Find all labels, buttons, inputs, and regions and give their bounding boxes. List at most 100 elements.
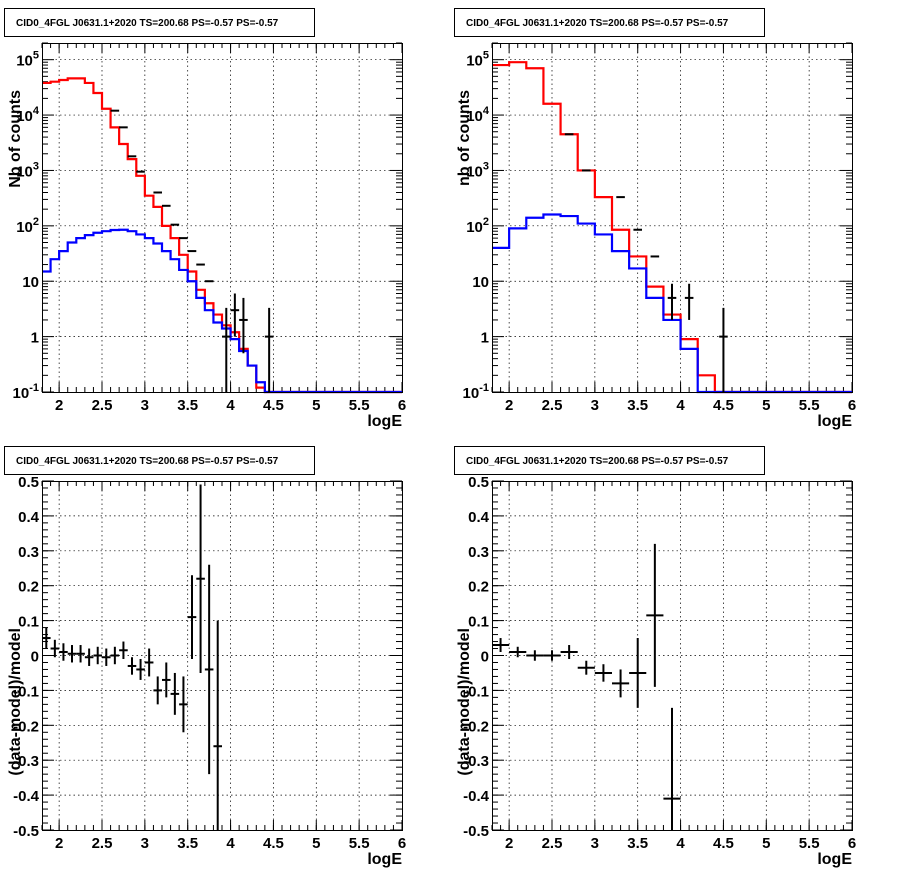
data-point (509, 646, 527, 658)
chart-title-frame (4, 446, 315, 475)
x-tick-label: 5.5 (799, 397, 820, 414)
series-3 (110, 109, 274, 392)
y-tick-label: -0.5 (13, 823, 39, 840)
chart-title-frame (4, 8, 315, 37)
y-tick-label: 104 (16, 105, 40, 125)
y-tick-label: 1 (481, 330, 489, 347)
x-tick-label: 6 (848, 835, 856, 852)
chart-title-frame (454, 446, 765, 475)
data-point (119, 641, 128, 659)
data-point (629, 638, 647, 708)
x-tick-label: 3 (141, 397, 149, 414)
y-tick-label: 0.3 (18, 544, 39, 561)
data-point (663, 707, 681, 830)
chart-title-box: CID0_4FGL J0631.1+2020 TS=200.68 PS=-0.5… (454, 8, 765, 37)
plot-frame (492, 481, 853, 831)
x-tick-label: 2.5 (542, 835, 563, 852)
chart-title-box: CID0_4FGL J0631.1+2020 TS=200.68 PS=-0.5… (454, 446, 765, 475)
y-tick-label: 0.4 (468, 509, 490, 526)
y-tick-label: 0.1 (468, 614, 489, 631)
x-axis-title: logE (817, 851, 852, 868)
data-point (204, 564, 214, 775)
x-tick-label: 2 (55, 835, 63, 852)
x-tick-label: 3.5 (627, 835, 648, 852)
y-tick-label: 103 (466, 160, 489, 180)
data-point (76, 645, 85, 663)
x-tick-label: 2 (505, 397, 513, 414)
x-tick-label: 2.5 (92, 397, 113, 414)
y-tick-label: 102 (466, 216, 489, 236)
y-tick-label: 10-1 (13, 382, 39, 402)
x-tick-label: 5.5 (799, 835, 820, 852)
y-axis-title: Nb of counts (7, 90, 24, 188)
series-1 (42, 484, 222, 830)
data-point (213, 620, 222, 830)
chart-title: CID0_4FGL J0631.1+2020 TS=200.68 PS=-0.5… (16, 456, 279, 467)
y-tick-label: 0.3 (468, 544, 489, 561)
chart-panel-3: CID0_4FGL J0631.1+2020 TS=200.68 PS=-0.5… (4, 446, 406, 868)
x-tick-label: 4.5 (263, 397, 284, 414)
y-tick-label: -0.3 (463, 753, 489, 770)
y-tick-label: 0.4 (18, 509, 40, 526)
data-point (50, 639, 60, 658)
data-point (196, 484, 205, 673)
x-tick-label: 3 (591, 397, 599, 414)
data-point (684, 283, 694, 320)
chart-panel-2: CID0_4FGL J0631.1+2020 TS=200.68 PS=-0.5… (454, 8, 856, 430)
x-tick-label: 5 (762, 835, 770, 852)
x-tick-label: 4.5 (713, 397, 734, 414)
y-tick-label: 1 (31, 330, 39, 347)
chart-title: CID0_4FGL J0631.1+2020 TS=200.68 PS=-0.5… (466, 456, 729, 467)
y-tick-label: 10 (472, 274, 489, 291)
data-point (110, 646, 120, 665)
x-tick-label: 4 (226, 397, 235, 414)
x-axis-title: logE (817, 413, 852, 430)
x-tick-label: 3.5 (177, 397, 198, 414)
data-point (577, 660, 595, 675)
y-tick-label: 0.1 (18, 614, 39, 631)
chart-panel-1: CID0_4FGL J0631.1+2020 TS=200.68 PS=-0.5… (4, 8, 406, 430)
y-tick-label: 10-1 (463, 382, 489, 402)
x-tick-label: 3 (591, 835, 599, 852)
data-point (492, 638, 510, 653)
y-tick-label: 102 (16, 216, 39, 236)
y-tick-label: 0.2 (468, 579, 489, 596)
y-tick-label: -0.3 (13, 753, 39, 770)
x-tick-label: 4 (226, 835, 235, 852)
y-tick-label: 0.2 (18, 579, 39, 596)
x-tick-label: 2 (55, 397, 63, 414)
y-tick-label: 104 (466, 105, 490, 125)
x-axis-title: logE (367, 413, 402, 430)
y-axis-title: nb of counts (456, 90, 473, 186)
x-tick-label: 2.5 (92, 835, 113, 852)
chart-title-box: CID0_4FGL J0631.1+2020 TS=200.68 PS=-0.5… (4, 8, 315, 37)
data-point (93, 646, 102, 665)
data-point (84, 648, 94, 666)
y-tick-label: 103 (16, 160, 39, 180)
data-point (646, 543, 664, 687)
x-tick-label: 5 (762, 397, 770, 414)
x-tick-label: 4.5 (713, 835, 734, 852)
y-tick-label: -0.5 (463, 823, 489, 840)
x-tick-label: 5.5 (349, 835, 370, 852)
x-tick-label: 4 (676, 397, 685, 414)
plot-frame (492, 43, 853, 393)
data-point (667, 283, 677, 320)
data-point (612, 669, 630, 698)
data-point (170, 672, 180, 715)
x-tick-label: 5 (312, 835, 320, 852)
data-point (222, 307, 231, 392)
axis-ticks (41, 42, 403, 393)
data-point (136, 658, 145, 680)
axis-ticks (491, 42, 853, 393)
x-tick-label: 3.5 (627, 397, 648, 414)
x-tick-label: 2 (505, 835, 513, 852)
y-tick-label: -0.1 (13, 683, 39, 700)
y-tick-label: 0.5 (18, 474, 39, 491)
data-point (719, 307, 728, 392)
x-tick-label: 6 (398, 397, 406, 414)
y-tick-label: 0 (31, 649, 39, 666)
plot-area (492, 43, 852, 392)
chart-title-frame (454, 8, 765, 37)
